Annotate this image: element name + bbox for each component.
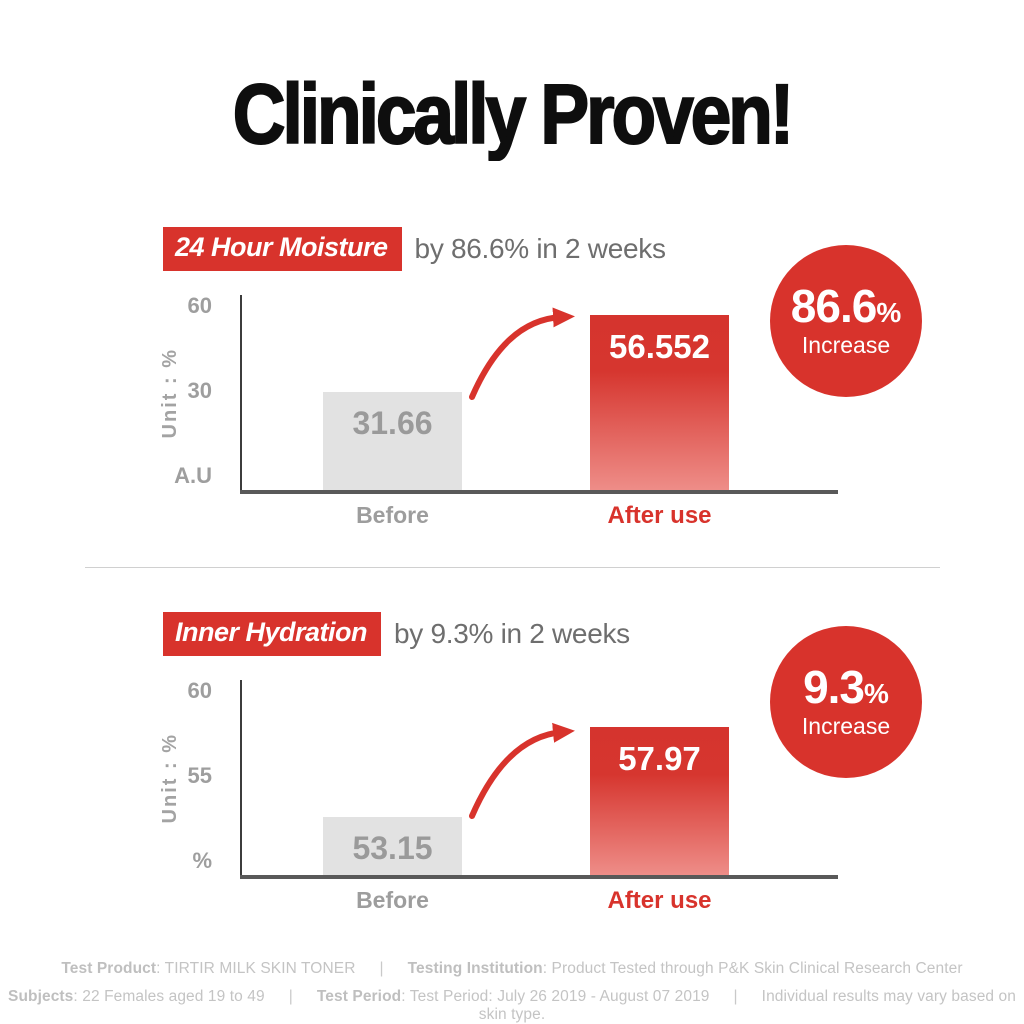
footer-line-1: Test Product: TIRTIR MILK SKIN TONER | Tes… [0, 960, 1024, 978]
bar-value-before: 53.15 [352, 830, 433, 866]
footer-separator: | [733, 988, 738, 1005]
increase-value: 86.6 [790, 280, 878, 332]
y-axis-line [240, 295, 242, 494]
section-divider [85, 567, 940, 568]
y-tick: % [192, 848, 212, 873]
x-label-before: Before [356, 887, 429, 913]
x-axis-line [240, 490, 838, 494]
bar-value-after: 56.552 [609, 328, 710, 365]
bar-before: 31.66 [323, 392, 462, 490]
increase-badge: 86.6% Increase [770, 245, 922, 397]
y-axis-ticks: 60 30 A.U [110, 293, 212, 489]
bar-value-after: 57.97 [618, 740, 701, 777]
y-tick: 60 [187, 293, 212, 318]
increase-badge: 9.3% Increase [770, 626, 922, 778]
footer-label-test-period: Test Period [316, 988, 402, 1005]
plot-area: 31.66 56.552 Before After use [240, 295, 838, 529]
plot-area: 53.15 57.97 Before After use [240, 680, 838, 914]
x-axis-line [240, 875, 838, 879]
bar-after-use: 57.97 [590, 727, 729, 875]
chart-header: Inner Hydration by 9.3% in 2 weeks [163, 612, 630, 656]
chart-header: 24 Hour Moisture by 86.6% in 2 weeks [163, 227, 666, 271]
x-label-before: Before [356, 502, 429, 528]
percent-sign: % [876, 297, 902, 328]
chart-section-moisture: 24 Hour Moisture by 86.6% in 2 weeks 86.… [0, 215, 1024, 600]
chart-subtitle: by 86.6% in 2 weeks [414, 233, 666, 264]
footer-label-test-product: Test Product [61, 960, 157, 977]
increase-value: 9.3 [803, 661, 865, 713]
increase-arrow-icon [469, 722, 575, 819]
increase-label: Increase [801, 713, 891, 739]
bar-after-use: 56.552 [590, 315, 729, 490]
footer-label-subjects: Subjects [8, 988, 74, 1005]
footer-disclaimer: Individual results may vary based on ski… [478, 988, 1016, 1023]
y-axis-line [240, 680, 242, 879]
footer-separator: | [288, 988, 293, 1005]
increase-arrow-icon [469, 307, 575, 400]
y-tick: A.U [174, 463, 212, 488]
chart-subtitle: by 9.3% in 2 weeks [394, 618, 630, 649]
footer-separator: | [379, 960, 384, 977]
x-label-after-use: After use [607, 887, 712, 914]
increase-value-row: 9.3% [803, 664, 889, 710]
chart-section-hydration: Inner Hydration by 9.3% in 2 weeks 9.3% … [0, 600, 1024, 985]
page-title: Clinically Proven! [232, 67, 795, 161]
bar-before: 53.15 [323, 817, 462, 875]
footer-text: : Product Tested through P&K Skin Clinic… [542, 960, 963, 977]
percent-sign: % [864, 678, 889, 709]
bar-value-before: 31.66 [352, 405, 433, 441]
chart-title-badge: Inner Hydration [163, 612, 382, 656]
chart-title-badge: 24 Hour Moisture [163, 227, 402, 271]
y-tick: 30 [187, 378, 212, 403]
footer-text: : 22 Females aged 19 to 49 [73, 988, 265, 1005]
footer-line-2: Subjects: 22 Females aged 19 to 49 | Test … [0, 988, 1024, 1024]
y-axis-ticks: 60 55 % [110, 678, 212, 874]
y-tick: 60 [187, 678, 212, 703]
footer-text: : Test Period: July 26 2019 - August 07 … [401, 988, 710, 1005]
y-tick: 55 [187, 763, 212, 788]
x-label-after-use: After use [607, 502, 712, 529]
increase-value-row: 86.6% [791, 283, 901, 329]
increase-label: Increase [801, 332, 891, 358]
footer-label-testing-institution: Testing Institution [407, 960, 543, 977]
footer-text: : TIRTIR MILK SKIN TONER [156, 960, 356, 977]
